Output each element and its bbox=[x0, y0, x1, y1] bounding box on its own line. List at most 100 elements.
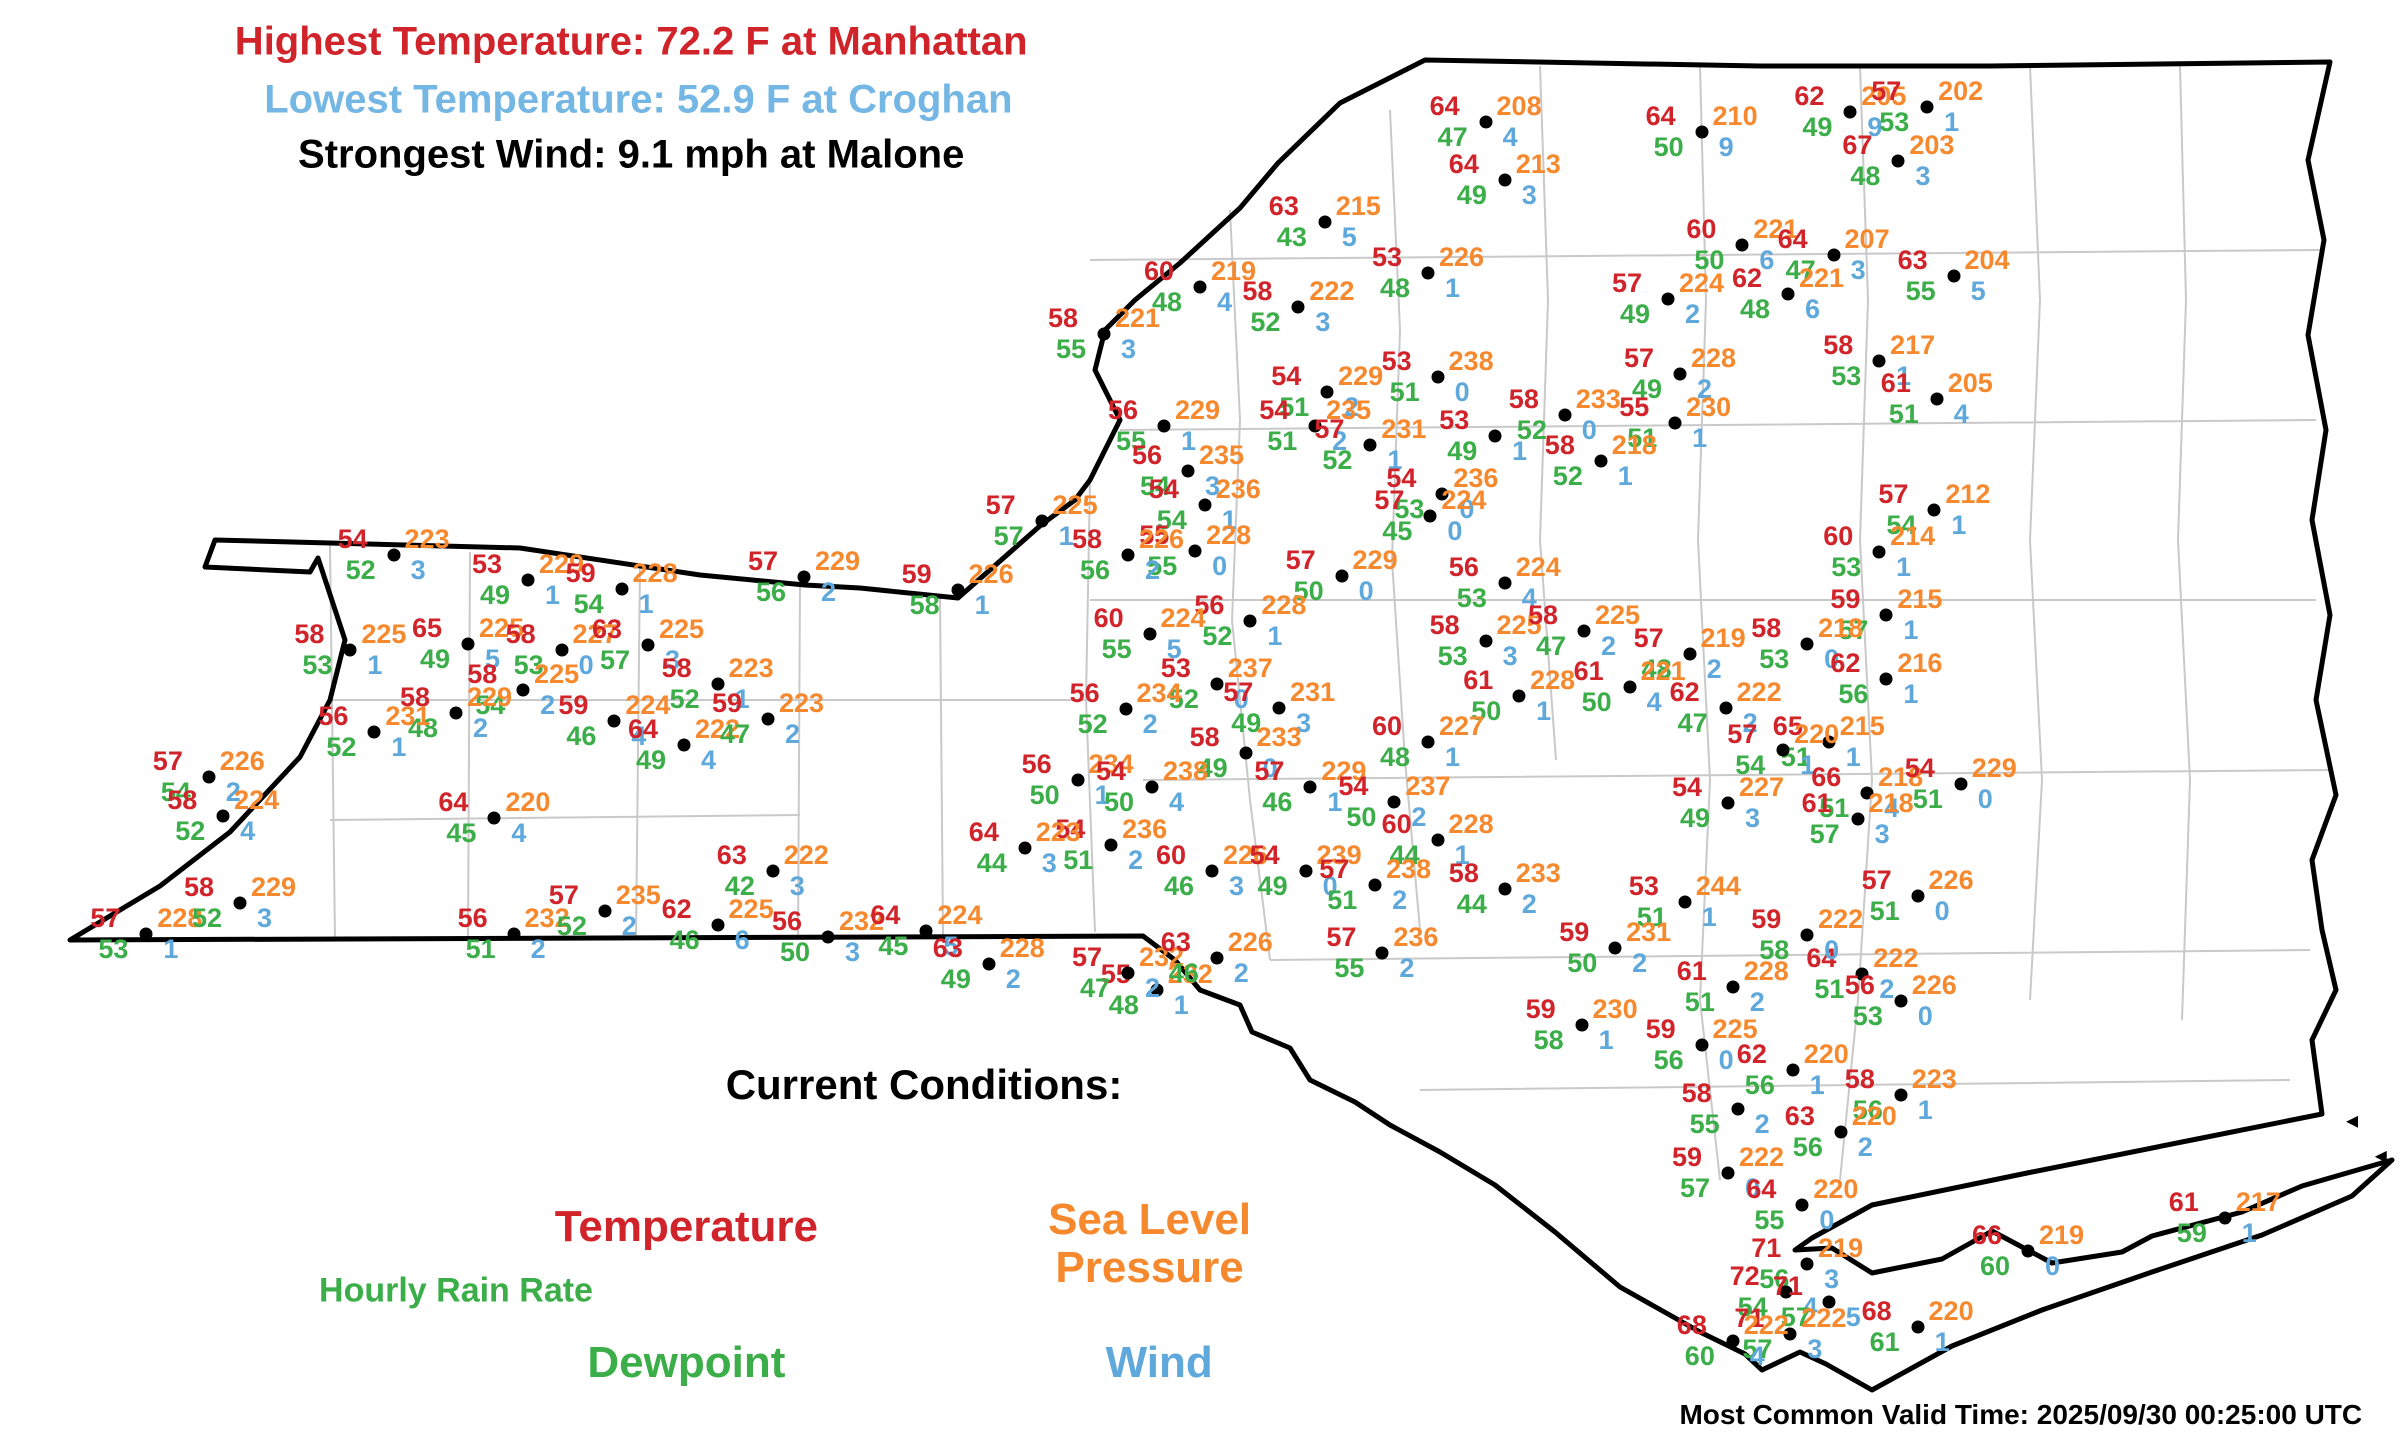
station-plot: 62 205 49 9 bbox=[1792, 80, 1908, 141]
county-lines bbox=[329, 65, 2331, 1181]
temperature-value: 60 bbox=[1381, 808, 1412, 839]
sea-level-pressure-value: 227 bbox=[1738, 772, 1784, 803]
temperature-value: 58 bbox=[1242, 276, 1273, 307]
station-dot-icon bbox=[1894, 994, 1908, 1007]
station-dot-icon bbox=[1623, 680, 1637, 694]
station-plot: 61 205 51 4 bbox=[1879, 367, 1995, 428]
station-dot-icon bbox=[1735, 238, 1749, 252]
dewpoint-value: 55 bbox=[1147, 551, 1178, 581]
wind-value: 3 bbox=[1850, 255, 1866, 286]
wind-value: 1 bbox=[1845, 742, 1861, 773]
sea-level-pressure-value: 222 bbox=[783, 840, 829, 871]
dewpoint-value: 52 bbox=[1322, 445, 1353, 476]
sea-level-pressure-value: 205 bbox=[1861, 80, 1907, 111]
temperature-value: 63 bbox=[716, 840, 747, 871]
dewpoint-value: 51 bbox=[1912, 784, 1943, 815]
dewpoint-value: 56 bbox=[1838, 678, 1869, 709]
station-dot-icon bbox=[1193, 280, 1207, 294]
temperature-value: 60 bbox=[1686, 214, 1717, 245]
station-dot-icon bbox=[1594, 454, 1608, 468]
sea-level-pressure-value: 224 bbox=[625, 689, 671, 720]
station-dot-icon bbox=[919, 924, 933, 938]
station-plot: 72 54 4 bbox=[1728, 1262, 1844, 1321]
wind-value: 1 bbox=[1536, 696, 1552, 726]
wind-value: 2 bbox=[1144, 972, 1160, 1003]
dewpoint-value: 54 bbox=[475, 690, 506, 721]
station-dot-icon bbox=[1721, 1166, 1735, 1180]
station-plot: 60 227 48 1 bbox=[1370, 713, 1486, 771]
dewpoint-value: 42 bbox=[724, 871, 755, 902]
temperature-value: 57 bbox=[748, 546, 779, 577]
strongest-wind-headline: Strongest Wind: 9.1 mph at Malone bbox=[298, 132, 965, 177]
wind-value: 3 bbox=[1502, 640, 1518, 671]
state-border bbox=[67, 57, 2395, 1393]
wind-value: 2 bbox=[820, 577, 836, 608]
sea-level-pressure-value: 233 bbox=[1575, 383, 1621, 414]
dewpoint-value: 52 bbox=[1168, 684, 1199, 715]
dewpoint-value: 57 bbox=[1680, 1173, 1711, 1204]
dewpoint-value: 53 bbox=[98, 933, 129, 964]
wind-value: 3 bbox=[1744, 803, 1760, 834]
wind-value: 1 bbox=[1809, 1070, 1825, 1101]
sea-level-pressure-value: 222 bbox=[1736, 676, 1782, 707]
station-plot: 57 224 45 0 bbox=[1372, 487, 1488, 545]
sea-level-pressure-value: 215 bbox=[1897, 583, 1943, 614]
temperature-value: 53 bbox=[1628, 870, 1659, 901]
wind-value: 4 bbox=[1521, 582, 1537, 613]
sea-level-pressure-value: 220 bbox=[1928, 1295, 1974, 1326]
station-plot: 53 49 1 bbox=[1437, 407, 1553, 465]
temperature-value: 57 bbox=[548, 879, 579, 910]
temperature-value: 58 bbox=[167, 785, 198, 816]
dewpoint-value: 56 bbox=[1080, 555, 1111, 586]
temperature-value: 64 bbox=[438, 786, 469, 817]
sea-level-pressure-value: 229 bbox=[1352, 544, 1398, 575]
station-dot-icon bbox=[2021, 1244, 2035, 1258]
temperature-value: 58 bbox=[1072, 524, 1103, 555]
station-dot-icon bbox=[982, 957, 996, 971]
station-plot: 63 228 49 2 bbox=[931, 935, 1047, 993]
dewpoint-value: 55 bbox=[1116, 426, 1147, 457]
temperature-value: 64 bbox=[1806, 943, 1837, 974]
temperature-value: 57 bbox=[1314, 414, 1345, 445]
station-plot: 61 218 57 3 bbox=[1800, 790, 1916, 848]
dewpoint-value: 55 bbox=[1334, 952, 1365, 983]
station-dot-icon bbox=[1827, 248, 1841, 262]
temperature-value: 60 bbox=[1823, 521, 1854, 552]
station-dot-icon bbox=[1731, 1102, 1745, 1116]
station-dot-icon bbox=[1776, 743, 1790, 757]
wind-value: 1 bbox=[1221, 504, 1237, 535]
sea-level-pressure-value: 229 bbox=[1174, 395, 1220, 426]
temperature-value: 59 bbox=[565, 557, 596, 588]
temperature-value: 58 bbox=[1429, 609, 1460, 640]
dewpoint-value: 55 bbox=[1101, 633, 1132, 664]
sea-level-pressure-value: 226 bbox=[968, 559, 1014, 590]
station-dot-icon bbox=[1719, 701, 1733, 715]
dewpoint-value: 53 bbox=[1759, 643, 1790, 674]
sea-level-pressure-value: 217 bbox=[1890, 330, 1936, 361]
station-plot: 60 224 55 5 bbox=[1092, 604, 1208, 664]
dewpoint-value: 53 bbox=[1394, 494, 1425, 525]
sea-level-pressure-value: 226 bbox=[1928, 865, 1974, 896]
wind-value: 2 bbox=[1754, 1109, 1770, 1140]
station-plot: 61 228 50 1 bbox=[1461, 667, 1577, 725]
wind-value: 1 bbox=[1896, 552, 1912, 583]
wind-value: 2 bbox=[1128, 845, 1144, 876]
station-plot: 60 219 48 4 bbox=[1142, 258, 1258, 316]
temperature-value: 57 bbox=[1878, 479, 1909, 510]
wind-value: 4 bbox=[1168, 787, 1184, 818]
temperature-value: 64 bbox=[870, 899, 901, 930]
sea-level-pressure-value: 205 bbox=[1947, 367, 1993, 398]
temperature-value: 56 bbox=[1021, 749, 1052, 780]
dewpoint-value: 44 bbox=[1456, 888, 1487, 919]
dewpoint-value: 47 bbox=[1785, 255, 1816, 286]
temperature-value: 57 bbox=[1727, 718, 1758, 749]
wind-value: 1 bbox=[1327, 787, 1343, 818]
station-dot-icon bbox=[1786, 1063, 1800, 1077]
station-dot-icon bbox=[1668, 416, 1682, 430]
station-dot-icon bbox=[1157, 419, 1171, 433]
sea-level-pressure-value: 220 bbox=[505, 786, 551, 817]
sea-level-pressure-value: 229 bbox=[1321, 756, 1367, 787]
station-dot-icon bbox=[1661, 292, 1675, 306]
station-dot-icon bbox=[1683, 647, 1697, 661]
dewpoint-value: 52 bbox=[326, 732, 357, 763]
